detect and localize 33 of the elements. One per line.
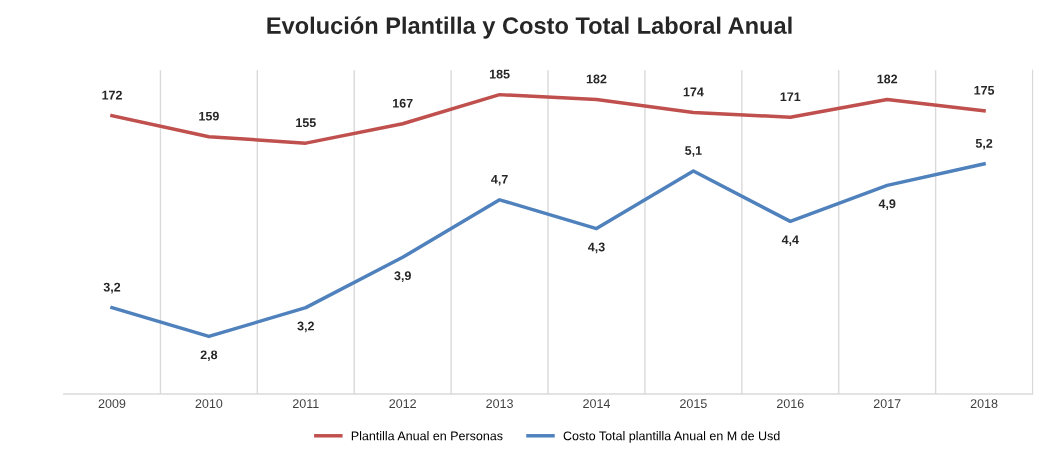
x-tick-label: 2009 [98, 399, 126, 408]
data-label: 174 [683, 87, 704, 97]
x-tick-label: 2017 [873, 399, 901, 408]
data-label: 5,2 [975, 138, 993, 150]
chart-title: Evolución Plantilla y Costo Total Laboral Anual [267, 16, 792, 39]
data-label: 5,1 [685, 146, 702, 157]
x-tick-label: 2014 [583, 399, 611, 408]
x-tick-label: 2018 [970, 399, 998, 408]
data-label: 4,4 [781, 235, 799, 246]
x-tick-label: 2012 [389, 399, 416, 408]
legend-label: Costo Total plantilla Anual en M de Usd [563, 431, 780, 443]
data-label: 185 [489, 69, 510, 79]
data-label: 4,9 [878, 199, 896, 211]
data-label: 4,3 [587, 242, 605, 254]
data-label: 2,8 [200, 350, 218, 362]
data-label: 182 [586, 74, 607, 84]
data-label: 182 [877, 74, 898, 84]
x-tick-label: 2010 [195, 399, 223, 408]
data-label: 3,2 [103, 282, 121, 294]
data-label: 3,2 [297, 321, 314, 333]
data-label: 171 [780, 92, 801, 102]
x-tick-label: 2011 [292, 399, 319, 408]
data-label: 155 [296, 118, 316, 128]
x-tick-label: 2016 [777, 399, 804, 408]
data-label: 4,7 [491, 174, 508, 186]
data-label: 172 [102, 90, 122, 100]
x-tick-label: 2013 [486, 399, 513, 408]
data-label: 167 [393, 98, 413, 108]
x-tick-label: 2015 [680, 399, 707, 408]
data-label: 175 [974, 85, 995, 95]
data-label: 3,9 [394, 271, 411, 282]
data-label: 159 [199, 111, 219, 121]
legend-label: Plantilla Anual en Personas [351, 431, 503, 441]
